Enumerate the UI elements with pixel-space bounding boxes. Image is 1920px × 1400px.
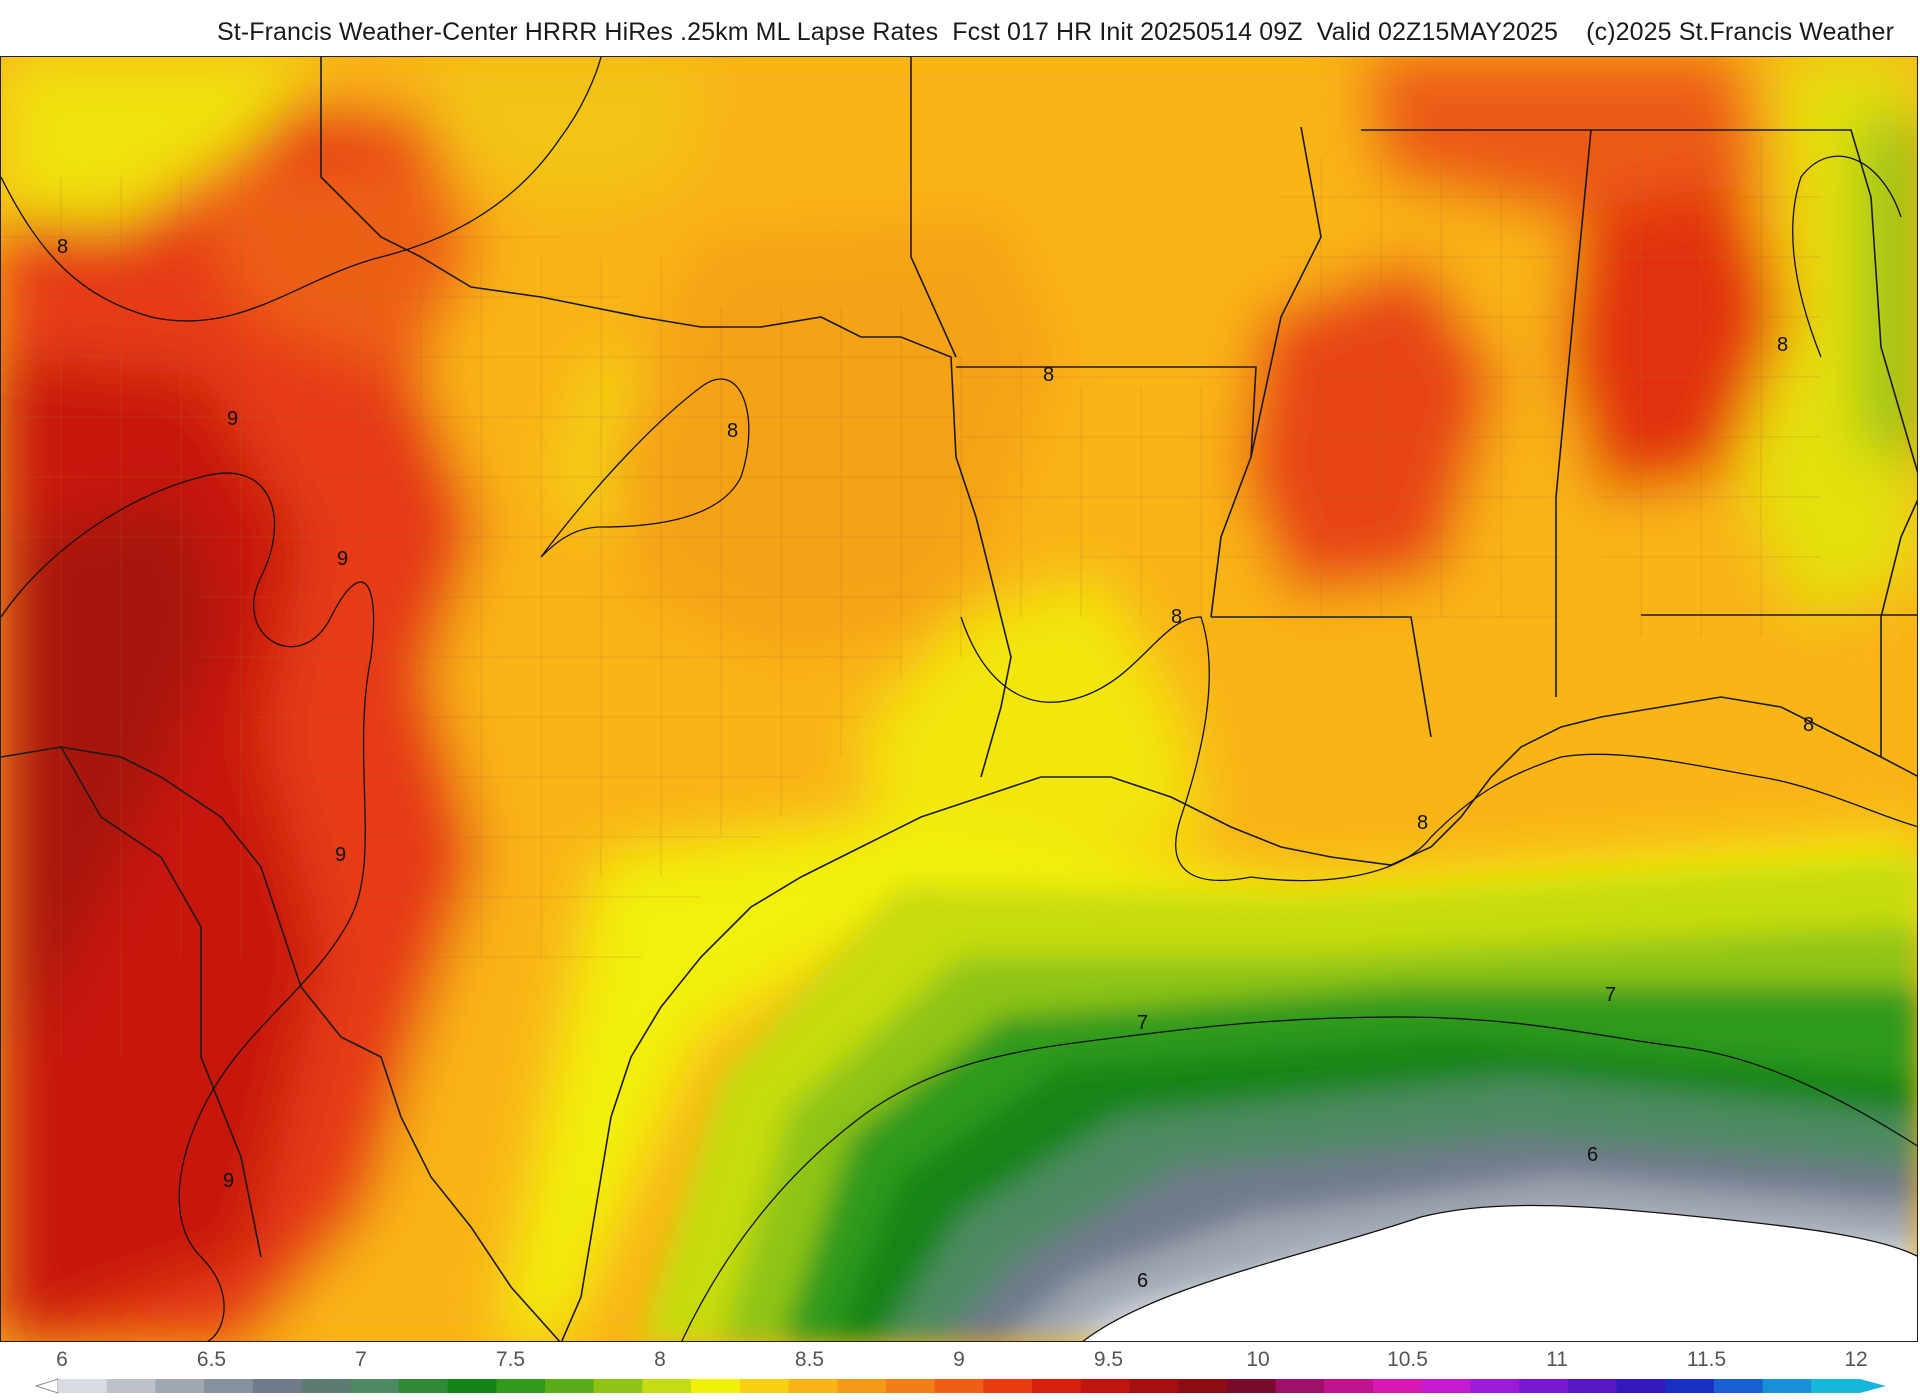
colorbar: 6 6.5 7 7.5 8 8.5 9 9.5 10 10.5 11 11.5 12 <box>0 1342 1920 1400</box>
colorbar-max-arrow <box>1860 1379 1886 1393</box>
colorbar-swatch <box>1567 1379 1617 1393</box>
title-bar: St-Francis Weather-Center HRRR HiRes .25… <box>0 0 1920 56</box>
colorbar-swatch <box>1616 1379 1666 1393</box>
colorbar-swatch <box>1372 1379 1423 1393</box>
colorbar-tick-label: 9 <box>953 1348 965 1371</box>
lapse-rate-field <box>1 57 1917 1341</box>
colorbar-swatch <box>204 1379 254 1393</box>
colorbar-swatch <box>1470 1379 1520 1393</box>
colorbar-tick-label: 7 <box>355 1348 367 1371</box>
colorbar-swatch <box>885 1379 936 1393</box>
contour-label: 8 <box>1171 606 1182 628</box>
colorbar-swatch <box>1762 1379 1812 1393</box>
colorbar-swatch <box>983 1379 1033 1393</box>
contour-label: 9 <box>227 408 238 430</box>
colorbar-swatch <box>398 1379 449 1393</box>
colorbar-swatch <box>593 1379 643 1393</box>
contour-label-group: 8 9 9 8 8 8 8 8 8 9 9 7 7 6 6 <box>57 236 1814 1292</box>
contour-label: 9 <box>335 844 346 866</box>
colorbar-swatch <box>1324 1379 1374 1393</box>
contour-label: 8 <box>1417 812 1428 834</box>
colorbar-swatch <box>1665 1379 1715 1393</box>
colorbar-tick-label: 11 <box>1546 1348 1568 1371</box>
lapse-rate-map: 8 9 9 8 8 8 8 8 8 9 9 7 7 6 6 <box>1 57 1917 1341</box>
state-boundaries <box>1 57 1917 1341</box>
colorbar-tick-label: 8 <box>654 1348 666 1371</box>
colorbar-swatch <box>1032 1379 1082 1393</box>
colorbar-swatch <box>642 1379 692 1393</box>
colorbar-swatch <box>934 1379 984 1393</box>
colorbar-tick-label: 10.5 <box>1387 1348 1428 1371</box>
contour-label: 8 <box>1043 364 1054 386</box>
colorbar-tick-label: 9.5 <box>1093 1348 1124 1371</box>
contour-label: 8 <box>1803 714 1814 736</box>
colorbar-tick-label: 11.5 <box>1686 1348 1727 1371</box>
colorbar-tick-label: 8.5 <box>794 1348 825 1371</box>
colorbar-swatch <box>1519 1379 1569 1393</box>
colorbar-swatch <box>1080 1379 1130 1393</box>
colorbar-scale <box>34 1378 1886 1394</box>
colorbar-swatch <box>301 1379 351 1393</box>
colorbar-swatch <box>350 1379 400 1393</box>
colorbar-swatch <box>1421 1379 1471 1393</box>
colorbar-swatch <box>691 1379 741 1393</box>
contour-label: 8 <box>727 420 738 442</box>
colorbar-tick-label: 10 <box>1246 1348 1270 1371</box>
colorbar-swatch <box>1178 1379 1228 1393</box>
contour-label: 7 <box>1605 984 1616 1006</box>
colorbar-tick-label: 6.5 <box>196 1348 227 1371</box>
contour-label: 7 <box>1137 1012 1148 1034</box>
colorbar-swatch <box>1226 1379 1277 1393</box>
contour-label: 9 <box>223 1170 234 1192</box>
colorbar-swatch <box>106 1379 156 1393</box>
colorbar-swatch <box>1275 1379 1325 1393</box>
colorbar-swatch <box>545 1379 595 1393</box>
colorbar-swatch <box>837 1379 887 1393</box>
colorbar-swatch <box>739 1379 790 1393</box>
contour-label: 8 <box>1777 334 1788 356</box>
colorbar-swatch <box>58 1379 108 1393</box>
colorbar-swatch <box>252 1379 303 1393</box>
contour-label: 8 <box>57 236 68 258</box>
map-title: St-Francis Weather-Center HRRR HiRes .25… <box>216 18 1894 46</box>
colorbar-swatch <box>1713 1379 1764 1393</box>
colorbar-swatch <box>496 1379 546 1393</box>
contour-lines <box>1 57 1917 1341</box>
colorbar-tick-label: 7.5 <box>495 1348 526 1371</box>
contour-label: 9 <box>337 548 348 570</box>
contour-label: 6 <box>1587 1144 1598 1166</box>
colorbar-tick-label: 12 <box>1844 1348 1868 1371</box>
colorbar-swatch <box>1129 1379 1179 1393</box>
colorbar-swatch <box>788 1379 838 1393</box>
colorbar-swatch <box>155 1379 205 1393</box>
contour-label: 6 <box>1137 1270 1148 1292</box>
county-grid <box>1 137 1821 1057</box>
colorbar-swatch <box>447 1379 497 1393</box>
colorbar-min-arrow <box>34 1378 59 1394</box>
colorbar-tick-label: 6 <box>56 1348 68 1371</box>
colorbar-swatch <box>1811 1379 1861 1393</box>
no-data-region <box>1083 1205 1917 1341</box>
map-panel: 8 9 9 8 8 8 8 8 8 9 9 7 7 6 6 <box>0 56 1918 1342</box>
